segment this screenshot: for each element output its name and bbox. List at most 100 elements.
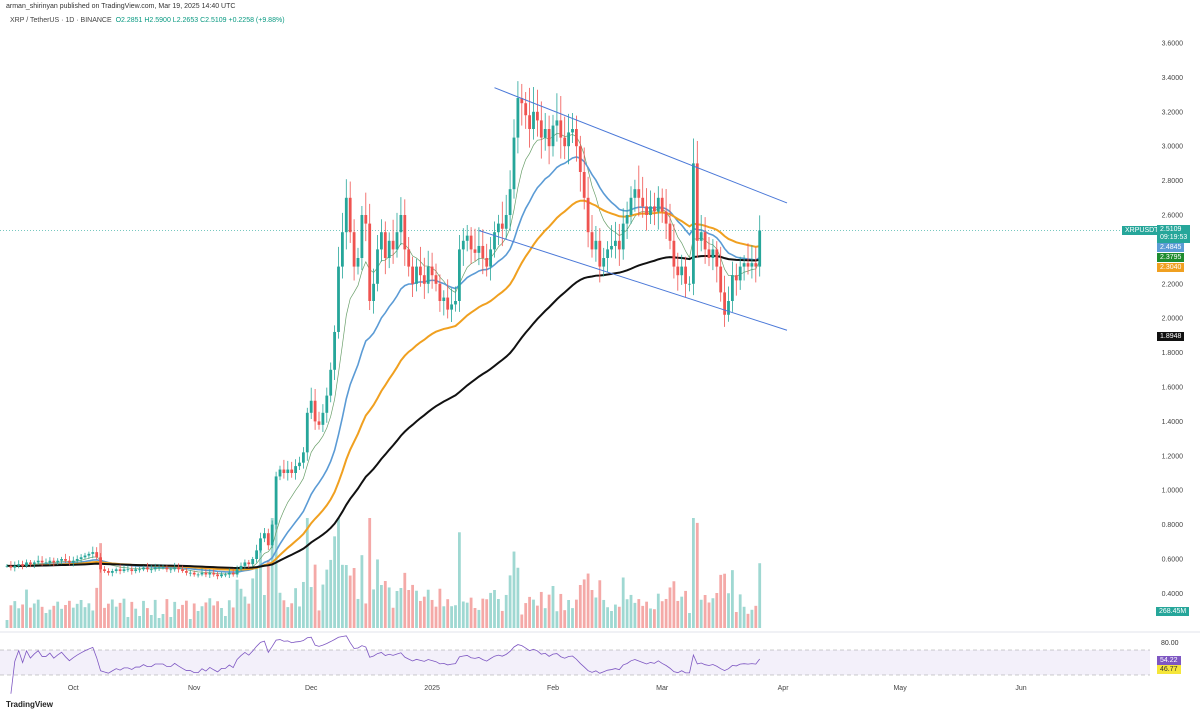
volume-bar — [329, 559, 333, 628]
candle-body — [454, 301, 457, 305]
price-tick-label: 2.8000 — [1162, 178, 1184, 185]
price-tick-label: 3.6000 — [1162, 41, 1184, 48]
price-tick-label: 0.8000 — [1162, 522, 1184, 529]
candle-body — [695, 163, 699, 241]
volume-bar — [235, 579, 239, 628]
candle-body — [71, 560, 75, 563]
volume-bar — [668, 587, 672, 628]
volume-bar — [680, 596, 684, 628]
candle-body — [60, 559, 63, 561]
volume-bar — [95, 587, 99, 628]
volume-bar — [649, 608, 652, 628]
candle-body — [294, 466, 297, 473]
volume-bar — [438, 588, 442, 628]
price-tick-label: 2.6000 — [1162, 213, 1184, 220]
volume-bar — [750, 609, 754, 628]
candle-body — [473, 249, 477, 253]
volume-bar — [551, 586, 555, 628]
volume-bar — [126, 617, 130, 628]
volume-bar — [196, 611, 200, 628]
volume-bar — [278, 592, 282, 628]
volume-bar — [625, 599, 629, 628]
candle-body — [442, 297, 446, 301]
volume-bar — [321, 584, 325, 628]
candle-body — [493, 232, 496, 250]
volume-bar — [146, 608, 149, 628]
volume-bar — [754, 605, 758, 628]
candle-body — [660, 197, 664, 212]
candle-body — [44, 562, 48, 564]
volume-bar — [290, 603, 294, 628]
candle-body — [692, 163, 695, 284]
volume-bar — [313, 564, 317, 628]
time-tick-label: Nov — [188, 685, 201, 692]
candle-body — [185, 571, 188, 573]
volume-bar — [25, 589, 28, 628]
candle-body — [551, 125, 555, 147]
volume-bar — [99, 543, 102, 628]
candle-body — [684, 266, 687, 284]
candle-body — [719, 266, 723, 293]
candle-body — [419, 266, 422, 276]
volume-bar — [473, 608, 477, 628]
volume-bar — [664, 598, 668, 628]
candle-body — [278, 469, 282, 477]
candle-body — [610, 245, 613, 250]
time-tick-label: May — [893, 685, 907, 692]
candle-body — [235, 569, 239, 575]
volume-bar — [434, 606, 438, 628]
candle-body — [727, 301, 730, 315]
candle-body — [758, 230, 762, 267]
volume-bar — [497, 599, 500, 628]
volume-bar — [633, 602, 637, 628]
candle-body — [403, 215, 407, 250]
tradingview-logo: TradingView — [6, 700, 53, 709]
candle-body — [259, 538, 262, 551]
candle-body — [621, 223, 625, 250]
candle-body — [356, 258, 360, 267]
volume-bar — [520, 614, 524, 628]
volume-bar — [575, 599, 578, 628]
candle-body — [469, 235, 473, 250]
candle-body — [36, 560, 40, 563]
volume-bar — [688, 613, 691, 628]
candle-body — [699, 232, 703, 241]
volume-bar — [48, 609, 52, 628]
volume-bar — [21, 604, 24, 628]
candle-body — [255, 550, 258, 559]
candle-body — [672, 240, 676, 267]
candle-body — [723, 292, 726, 315]
candle-body — [750, 263, 754, 267]
volume-bar — [641, 605, 645, 628]
volume-bar — [263, 595, 266, 628]
volume-bar — [266, 560, 270, 628]
volume-bar — [559, 593, 563, 628]
volume-bar — [629, 594, 633, 628]
price-tick-label: 1.6000 — [1162, 385, 1184, 392]
candle-body — [415, 266, 418, 284]
volume-bar — [676, 600, 680, 628]
candle-body — [305, 412, 309, 453]
candle-body — [411, 266, 414, 284]
volume-bar — [707, 602, 711, 628]
candle-body — [688, 283, 691, 285]
candle-body — [231, 572, 235, 575]
candle-body — [130, 569, 134, 572]
candle-body — [520, 98, 524, 104]
volume-bar — [567, 600, 570, 628]
candle-body — [430, 266, 434, 276]
volume-bar — [411, 584, 414, 628]
candle-body — [220, 574, 223, 577]
volume-bar — [524, 603, 528, 628]
candle-body — [742, 263, 746, 267]
volume-bar — [83, 607, 87, 628]
close-value: C2.5109 — [200, 17, 227, 24]
candle-body — [477, 245, 481, 253]
volume-bar — [387, 587, 391, 628]
volume-bar — [571, 608, 574, 628]
volume-bar — [212, 605, 216, 628]
candle-body — [21, 564, 24, 566]
volume-bar — [17, 608, 21, 628]
volume-bar — [259, 548, 262, 628]
